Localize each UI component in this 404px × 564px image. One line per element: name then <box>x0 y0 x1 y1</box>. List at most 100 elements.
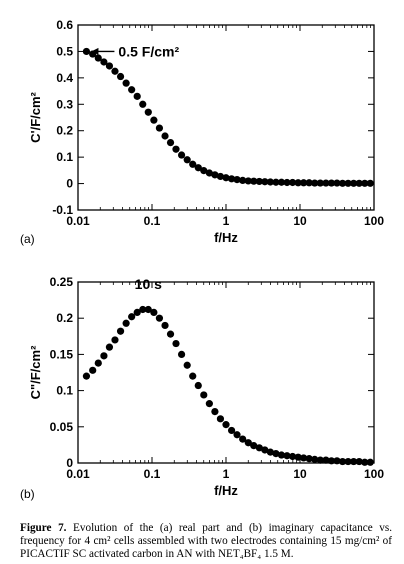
data-point-a <box>366 179 374 187</box>
x-tick-label-b: 10 <box>293 467 307 481</box>
data-point-b <box>150 308 158 317</box>
data-point-b <box>366 458 374 466</box>
data-point-b <box>122 319 130 327</box>
data-point-b <box>200 391 208 399</box>
data-point-b <box>255 444 263 452</box>
data-point-a <box>244 177 252 185</box>
data-point-b <box>288 452 297 461</box>
data-point-a <box>361 179 369 187</box>
data-point-b <box>327 457 336 465</box>
data-point-a <box>205 169 213 177</box>
y-tick-label-b: 0.05 <box>50 420 74 434</box>
data-point-a <box>111 67 119 75</box>
data-point-b <box>177 350 186 358</box>
data-point-a <box>100 58 108 66</box>
plot-frame-b <box>77 281 375 464</box>
data-point-b <box>166 330 175 338</box>
data-point-b <box>244 439 252 447</box>
data-point-b <box>250 442 258 450</box>
data-point-b <box>350 457 358 466</box>
data-point-a <box>227 175 236 183</box>
data-point-a <box>250 177 258 185</box>
data-point-b <box>316 456 324 464</box>
data-point-b <box>322 456 330 464</box>
y-axis-label-b: C"/F/cm² <box>28 345 43 400</box>
x-tick-label-a: 0.1 <box>144 214 161 228</box>
annotation-arrow-head-a <box>91 47 99 55</box>
data-point-a <box>233 176 241 184</box>
data-point-b <box>205 400 213 408</box>
data-point-a <box>350 179 358 187</box>
y-tick-label-a: 0.6 <box>56 18 73 32</box>
figure-caption: Figure 7. Evolution of the (a) real part… <box>20 522 392 561</box>
data-point-a <box>355 179 363 187</box>
y-tick-label-b: 0 <box>66 456 73 470</box>
y-tick-label-a: 0 <box>66 177 73 191</box>
data-point-a <box>344 179 352 187</box>
y-tick-label-b: 0.2 <box>56 311 73 325</box>
data-point-b <box>116 327 125 335</box>
data-point-a <box>288 178 297 187</box>
annotation-text-a: 0.5 F/cm² <box>118 43 179 59</box>
data-point-b <box>355 457 363 466</box>
data-point-b <box>183 361 191 369</box>
data-point-a <box>300 179 308 187</box>
data-point-a <box>122 79 130 87</box>
data-point-a <box>177 151 186 159</box>
data-point-b <box>338 457 347 466</box>
data-point-a <box>161 132 169 140</box>
data-point-b <box>100 352 108 360</box>
caption-text: Evolution of the (a) real part and (b) i… <box>20 522 392 560</box>
x-tick-label-b: 0.1 <box>144 467 161 481</box>
data-point-a <box>172 145 180 153</box>
data-point-b <box>344 457 352 466</box>
data-point-a <box>266 178 274 186</box>
y-tick-label-b: 0.1 <box>56 384 73 398</box>
data-point-a <box>338 179 347 187</box>
y-tick-label-a: 0.5 <box>56 44 73 58</box>
data-point-b <box>333 457 341 465</box>
data-point-a <box>200 167 208 175</box>
data-point-a <box>183 156 191 164</box>
y-tick-label-b: 0.15 <box>50 347 74 361</box>
y-tick-label-a: 0.4 <box>56 71 73 85</box>
data-point-b <box>233 431 241 439</box>
data-point-a <box>311 179 319 187</box>
data-point-a <box>216 172 225 181</box>
x-tick-label-b: 0.01 <box>66 467 90 481</box>
x-tick-label-b: 1 <box>223 467 230 481</box>
panel-label-a: (a) <box>20 232 35 246</box>
x-tick-label-a: 1 <box>223 214 230 228</box>
annotation-text-b: 10 s <box>135 276 162 292</box>
x-tick-label-b: 100 <box>364 467 384 481</box>
data-point-b <box>161 321 169 330</box>
data-point-a <box>194 164 202 172</box>
data-point-a <box>211 171 219 179</box>
data-point-a <box>82 47 91 56</box>
data-point-a <box>166 139 175 147</box>
data-point-b <box>361 458 369 466</box>
data-point-b <box>266 448 274 456</box>
data-point-b <box>305 455 313 463</box>
caption-label: Figure 7. <box>20 522 67 534</box>
data-point-b <box>239 435 247 443</box>
data-point-a <box>294 179 302 187</box>
data-point-b <box>89 366 97 374</box>
data-point-a <box>155 124 164 132</box>
data-point-b <box>133 308 141 317</box>
data-point-a <box>139 100 147 108</box>
figure-charts: 0.01 0.1 1 10 100-0.100.10.20.30.40.50.6f/Hz… <box>20 18 384 501</box>
y-tick-label-a: 0.2 <box>56 124 73 138</box>
y-tick-label-a: 0.3 <box>56 97 73 111</box>
data-point-a <box>327 179 336 187</box>
data-point-b <box>128 313 136 321</box>
data-point-a <box>189 160 197 168</box>
data-point-b <box>283 452 291 460</box>
y-tick-label-a: 0.1 <box>56 150 73 164</box>
y-tick-label-b: 0.25 <box>50 275 74 289</box>
data-point-a <box>255 177 263 186</box>
data-point-a <box>261 178 269 186</box>
data-point-a <box>133 92 141 100</box>
data-point-b <box>300 454 308 462</box>
data-point-a <box>150 116 158 124</box>
